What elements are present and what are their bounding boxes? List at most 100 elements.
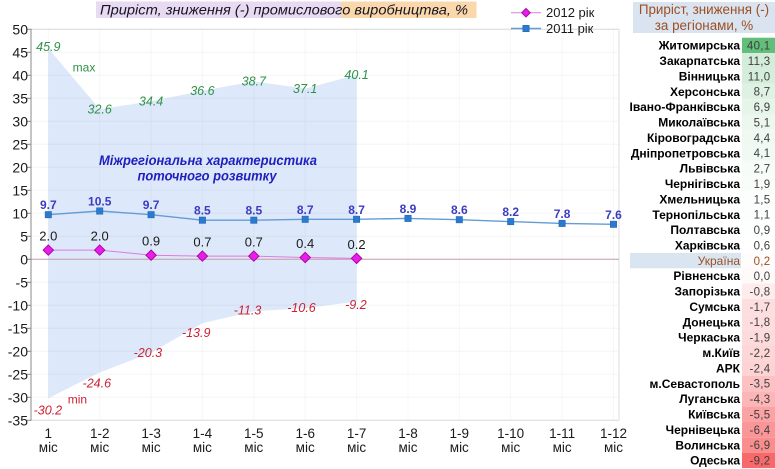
svg-text:міс: міс — [296, 440, 315, 455]
svg-text:-20: -20 — [8, 344, 28, 360]
svg-text:-1,9: -1,9 — [749, 333, 770, 345]
svg-text:поточного розвитку: поточного розвитку — [138, 168, 278, 184]
svg-text:0.9: 0.9 — [142, 234, 160, 249]
svg-text:8.5: 8.5 — [245, 204, 262, 218]
svg-text:-9.2: -9.2 — [345, 298, 367, 312]
svg-text:АРК: АРК — [716, 362, 741, 376]
svg-text:міс: міс — [244, 440, 263, 455]
svg-text:Вінницька: Вінницька — [679, 69, 741, 83]
svg-text:2011 рік: 2011 рік — [546, 21, 594, 36]
svg-text:міс: міс — [553, 440, 572, 455]
svg-text:Одеська: Одеська — [690, 454, 740, 468]
svg-text:міс: міс — [90, 440, 109, 455]
svg-text:0,2: 0,2 — [754, 256, 771, 268]
svg-text:6,9: 6,9 — [754, 102, 771, 114]
svg-text:-9,2: -9,2 — [749, 456, 770, 468]
svg-text:4,1: 4,1 — [754, 148, 771, 160]
svg-text:1-3: 1-3 — [141, 426, 161, 441]
svg-text:Сумська: Сумська — [689, 300, 740, 314]
svg-text:-30.2: -30.2 — [34, 404, 63, 418]
svg-text:40: 40 — [12, 68, 28, 84]
svg-text:45.9: 45.9 — [36, 40, 60, 54]
svg-text:45: 45 — [12, 45, 28, 61]
svg-text:Чернігівська: Чернігівська — [665, 177, 740, 191]
svg-text:0,6: 0,6 — [754, 240, 771, 252]
svg-text:за регіонами, %: за регіонами, % — [655, 18, 753, 33]
svg-text:Волинська: Волинська — [675, 438, 740, 452]
svg-text:Рівненська: Рівненська — [673, 269, 740, 283]
svg-text:Тернопільська: Тернопільська — [652, 208, 740, 222]
svg-text:2,7: 2,7 — [754, 164, 771, 176]
svg-text:0: 0 — [20, 252, 28, 268]
svg-text:Черкаська: Черкаська — [678, 331, 740, 345]
svg-text:Донецька: Донецька — [683, 315, 741, 329]
svg-text:11,0: 11,0 — [748, 71, 771, 83]
svg-text:-3,5: -3,5 — [749, 379, 770, 391]
svg-text:міс: міс — [347, 440, 366, 455]
svg-text:Запорізька: Запорізька — [675, 285, 741, 299]
svg-text:-13.9: -13.9 — [182, 326, 211, 340]
svg-text:Хмельницька: Хмельницька — [659, 192, 740, 206]
svg-text:30: 30 — [12, 114, 28, 130]
svg-text:37.1: 37.1 — [293, 82, 317, 96]
svg-text:Луганська: Луганська — [679, 392, 740, 406]
svg-text:-24.6: -24.6 — [83, 377, 112, 391]
svg-text:Україна: Україна — [698, 254, 741, 268]
svg-text:8.7: 8.7 — [297, 203, 314, 217]
svg-text:Житомирська: Житомирська — [658, 39, 741, 53]
svg-text:міс: міс — [450, 440, 469, 455]
svg-text:8.5: 8.5 — [194, 204, 211, 218]
svg-text:8,7: 8,7 — [754, 87, 771, 99]
svg-text:-11.3: -11.3 — [234, 304, 262, 318]
svg-text:-4,3: -4,3 — [749, 394, 770, 406]
svg-text:8.2: 8.2 — [502, 205, 519, 219]
svg-text:25: 25 — [12, 137, 28, 153]
svg-text:1-6: 1-6 — [295, 426, 315, 441]
svg-text:32.6: 32.6 — [88, 103, 112, 117]
svg-text:Кіровоградська: Кіровоградська — [647, 131, 740, 145]
svg-text:м.Київ: м.Київ — [702, 346, 740, 360]
svg-text:40.1: 40.1 — [344, 68, 368, 82]
svg-text:-2,2: -2,2 — [749, 348, 770, 360]
svg-text:-10: -10 — [8, 298, 28, 314]
svg-text:1-5: 1-5 — [244, 426, 264, 441]
svg-text:8.7: 8.7 — [348, 203, 365, 217]
svg-text:20: 20 — [12, 160, 28, 176]
svg-text:-5,5: -5,5 — [749, 410, 770, 422]
svg-text:1-4: 1-4 — [193, 426, 213, 441]
svg-text:-2,4: -2,4 — [749, 363, 770, 375]
svg-text:2012 рік: 2012 рік — [546, 5, 595, 20]
svg-text:0.7: 0.7 — [193, 235, 211, 250]
svg-text:11,3: 11,3 — [748, 56, 771, 68]
svg-text:9.7: 9.7 — [143, 198, 160, 212]
svg-text:7.8: 7.8 — [554, 207, 571, 221]
svg-text:5,1: 5,1 — [754, 117, 771, 129]
svg-text:1-7: 1-7 — [347, 426, 367, 441]
svg-text:Херсонська: Херсонська — [670, 85, 740, 99]
svg-text:Чернівецька: Чернівецька — [666, 423, 741, 437]
svg-text:5: 5 — [20, 229, 28, 245]
svg-text:-30: -30 — [8, 390, 28, 406]
svg-text:міс: міс — [604, 440, 623, 455]
svg-text:-6,9: -6,9 — [749, 440, 770, 452]
svg-text:1-9: 1-9 — [450, 426, 470, 441]
svg-text:1-8: 1-8 — [398, 426, 418, 441]
svg-text:м.Севастополь: м.Севастополь — [650, 377, 740, 391]
svg-text:1-12: 1-12 — [600, 426, 627, 441]
svg-text:-1,8: -1,8 — [749, 317, 770, 329]
svg-text:Львівська: Львівська — [680, 162, 741, 176]
svg-text:1-11: 1-11 — [549, 426, 575, 441]
svg-text:1,5: 1,5 — [754, 194, 771, 206]
svg-text:1-2: 1-2 — [90, 426, 110, 441]
svg-text:-5: -5 — [16, 275, 29, 291]
svg-text:0,0: 0,0 — [754, 271, 771, 283]
svg-text:10.5: 10.5 — [88, 195, 112, 209]
svg-text:Івано-Франківська: Івано-Франківська — [630, 100, 741, 114]
svg-text:міс: міс — [142, 440, 161, 455]
svg-text:-6,4: -6,4 — [749, 425, 770, 437]
svg-text:35: 35 — [12, 91, 28, 107]
svg-text:max: max — [73, 60, 96, 74]
svg-text:Київська: Київська — [688, 408, 740, 422]
svg-text:0,9: 0,9 — [754, 225, 771, 237]
svg-text:Приріст, зниження (-) промисло: Приріст, зниження (-) промислового вироб… — [100, 2, 468, 18]
